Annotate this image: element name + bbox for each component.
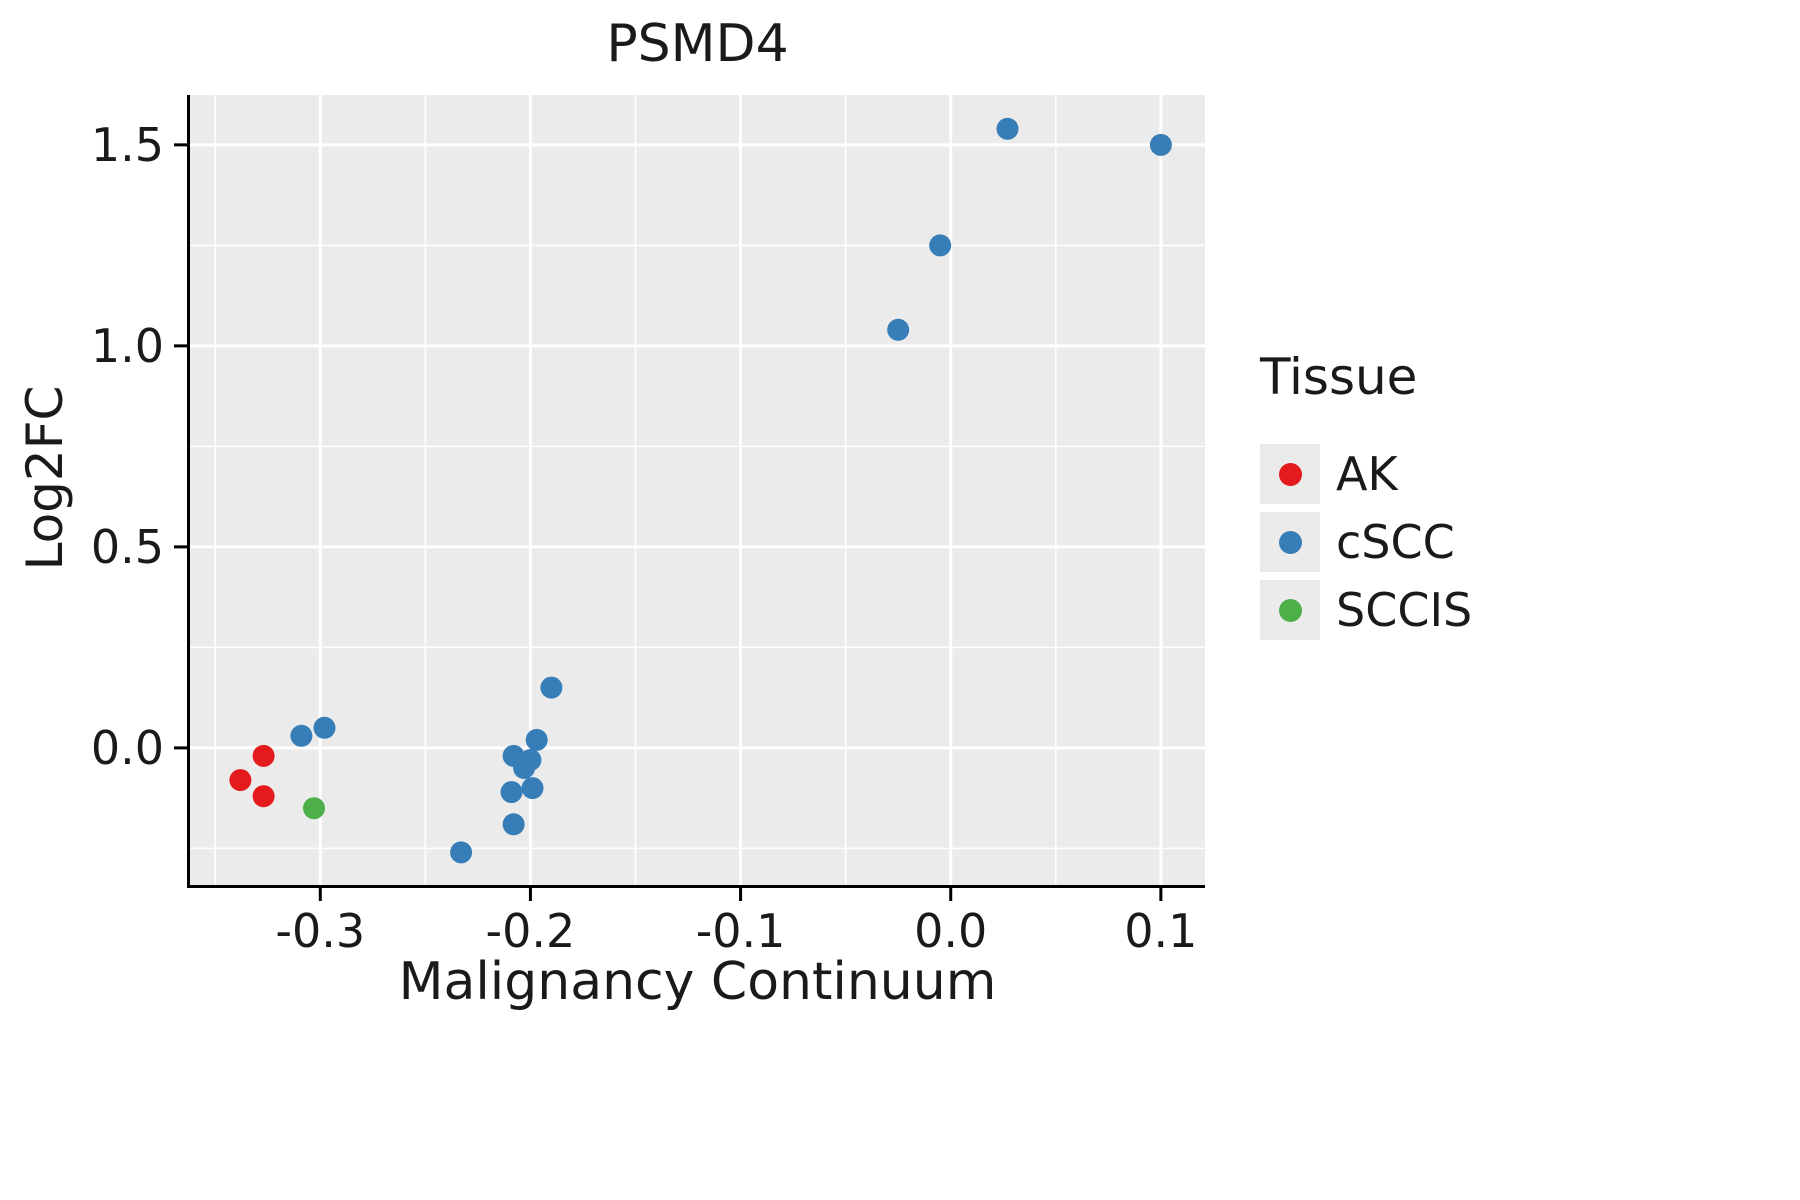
y-tick-label: 0.0 <box>91 721 164 775</box>
legend-key <box>1260 444 1320 504</box>
y-tick-label: 0.5 <box>91 520 164 574</box>
data-point-ak <box>229 769 252 792</box>
legend-item-cscc: cSCC <box>1260 512 1472 572</box>
x-tick-label: 0.1 <box>1124 904 1197 958</box>
data-point-cscc <box>540 676 563 699</box>
legend: Tissue AK cSCC SCCIS <box>1260 348 1472 648</box>
data-point-cscc <box>521 777 544 800</box>
y-tick-label: 1.0 <box>91 319 164 373</box>
data-point-cscc <box>887 318 910 341</box>
x-tick-label: -0.2 <box>486 904 576 958</box>
chart-title: PSMD4 <box>606 14 789 74</box>
x-tick-label: -0.1 <box>696 904 786 958</box>
legend-label-ak: AK <box>1336 447 1398 501</box>
legend-key <box>1260 512 1320 572</box>
data-point-cscc <box>500 781 523 804</box>
data-point-cscc <box>513 757 536 779</box>
data-point-cscc <box>450 841 473 864</box>
x-tick-label: -0.3 <box>275 904 365 958</box>
data-point-cscc <box>525 728 548 751</box>
legend-key <box>1260 580 1320 640</box>
legend-item-sccis: SCCIS <box>1260 580 1472 640</box>
data-point-cscc <box>1149 133 1172 156</box>
data-point-ak <box>252 785 275 808</box>
data-point-ak <box>252 744 275 767</box>
x-axis-title: Malignancy Continuum <box>398 952 997 1012</box>
ak-legend-dot <box>1278 462 1302 486</box>
legend-label-cscc: cSCC <box>1336 515 1455 569</box>
data-point-sccis <box>303 797 325 820</box>
y-tick-label: 1.5 <box>91 118 164 172</box>
data-point-cscc <box>996 117 1019 140</box>
legend-label-sccis: SCCIS <box>1336 583 1473 637</box>
legend-title: Tissue <box>1260 348 1418 406</box>
data-point-cscc <box>502 813 525 836</box>
sccis-legend-dot <box>1278 598 1302 622</box>
cscc-legend-dot <box>1278 530 1302 554</box>
panel-background <box>190 95 1205 885</box>
data-point-cscc <box>290 724 313 747</box>
data-point-cscc <box>929 234 952 257</box>
x-tick-label: 0.0 <box>914 904 987 958</box>
legend-item-ak: AK <box>1260 444 1472 504</box>
data-point-cscc <box>313 716 336 739</box>
